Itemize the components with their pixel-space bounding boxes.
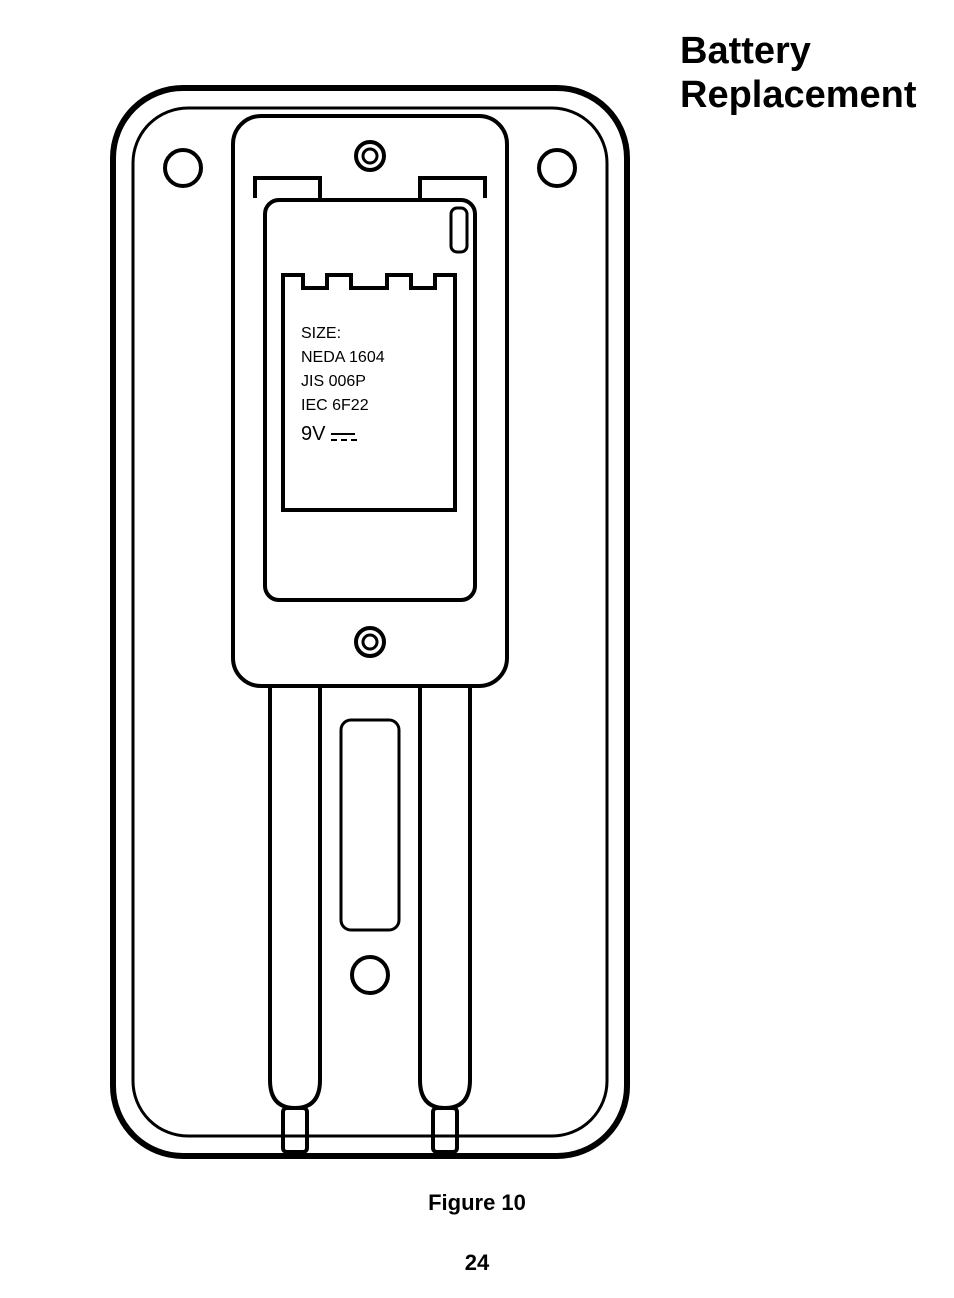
compartment-screw-bottom-inner xyxy=(363,635,377,649)
screw-top-left xyxy=(165,150,201,186)
page: Battery Replacement xyxy=(0,0,954,1298)
battery-label-line2: NEDA 1604 xyxy=(301,349,385,366)
compartment-tab-right xyxy=(420,178,485,198)
battery-diagram: SIZE: NEDA 1604 JIS 006P IEC 6F22 9V xyxy=(105,80,635,1180)
battery-well xyxy=(265,200,475,600)
probe-tip-left xyxy=(283,1108,307,1152)
section-heading: Battery Replacement xyxy=(680,30,940,117)
probe-holder-right xyxy=(420,686,470,1108)
page-number: 24 xyxy=(0,1250,954,1276)
device-outer-body xyxy=(113,88,627,1156)
probe-slot-center xyxy=(341,720,399,930)
figure-caption: Figure 10 xyxy=(0,1190,954,1216)
battery-outline xyxy=(283,275,455,510)
probe-tip-right xyxy=(433,1108,457,1152)
screw-top-right xyxy=(539,150,575,186)
probe-holder-left xyxy=(270,686,320,1108)
battery-clip xyxy=(451,208,467,252)
diagram-svg: SIZE: NEDA 1604 JIS 006P IEC 6F22 9V xyxy=(105,80,635,1180)
compartment-screw-bottom xyxy=(356,628,384,656)
battery-label-line3: JIS 006P xyxy=(301,373,366,390)
battery-label-voltage: 9V xyxy=(301,423,326,445)
compartment-screw-top xyxy=(356,142,384,170)
battery-well-bottom xyxy=(265,510,475,600)
battery-label-line1: SIZE: xyxy=(301,325,341,342)
compartment-screw-top-inner xyxy=(363,149,377,163)
battery-label-line4: IEC 6F22 xyxy=(301,397,369,414)
device-inner-body xyxy=(133,108,607,1136)
compartment-tab-left xyxy=(255,178,320,198)
stand-screw xyxy=(352,957,388,993)
